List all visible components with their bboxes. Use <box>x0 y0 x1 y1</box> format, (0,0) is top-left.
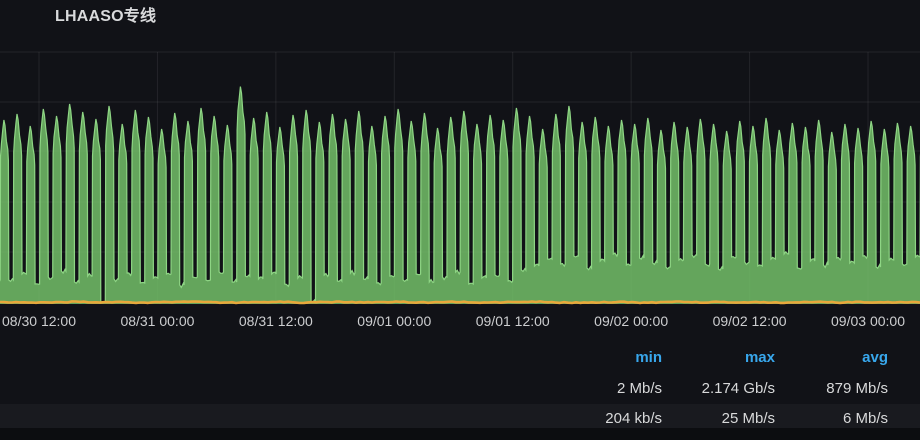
legend-header-avg[interactable]: avg <box>862 348 888 366</box>
legend-header-max[interactable]: max <box>744 348 775 366</box>
timeseries-chart[interactable] <box>0 0 920 312</box>
panel-bottom-divider <box>0 428 920 440</box>
series2-max-value: 25 Mb/s <box>721 409 775 427</box>
x-axis-label: 09/03 00:00 <box>831 313 905 329</box>
series2-min-value: 204 kb/s <box>605 409 662 427</box>
x-axis-label: 09/01 00:00 <box>357 313 432 329</box>
series1-avg-value: 879 Mb/s <box>826 379 888 397</box>
legend-header-min[interactable]: min <box>635 348 662 366</box>
x-axis-label: 09/02 00:00 <box>594 313 669 329</box>
x-axis-label: 09/01 12:00 <box>475 313 550 329</box>
x-axis-label: 09/02 12:00 <box>712 313 787 329</box>
x-axis-label: 08/31 12:00 <box>238 313 313 329</box>
x-axis-label: 08/30 12:00 <box>2 313 76 329</box>
series1-line[interactable] <box>0 86 920 303</box>
legend-row-series2[interactable]: 204 kb/s 25 Mb/s 6 Mb/s <box>0 404 920 432</box>
series2-line[interactable] <box>0 300 920 305</box>
series1-min-value: 2 Mb/s <box>616 379 662 397</box>
series1-area-fill <box>0 86 920 304</box>
series1-max-value: 2.174 Gb/s <box>701 379 775 397</box>
panel-title[interactable]: LHAASO专线 <box>55 8 157 25</box>
legend-row-series1[interactable]: 2 Mb/s 2.174 Gb/s 879 Mb/s <box>0 373 920 403</box>
x-axis-label: 08/31 00:00 <box>120 313 195 329</box>
legend-header-row: min max avg <box>0 342 920 372</box>
series2-avg-value: 6 Mb/s <box>842 409 888 427</box>
